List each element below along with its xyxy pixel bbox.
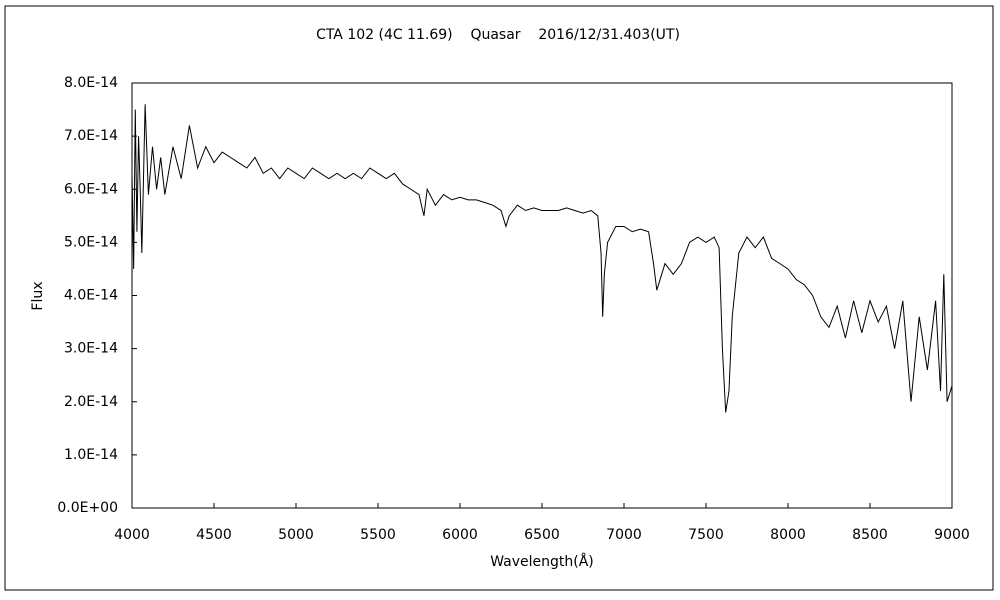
x-tick-label: 5500 <box>360 527 396 543</box>
x-tick-label: 8500 <box>852 527 888 543</box>
y-tick-label: 5.0E-14 <box>64 234 118 250</box>
x-tick-label: 8000 <box>770 527 806 543</box>
x-tick-label: 9000 <box>934 527 970 543</box>
y-tick-label: 2.0E-14 <box>64 394 118 410</box>
x-tick-label: 4500 <box>196 527 232 543</box>
y-axis-label: Flux <box>30 281 46 310</box>
x-tick-label: 6500 <box>524 527 560 543</box>
y-tick-label: 7.0E-14 <box>64 128 118 144</box>
x-tick-label: 4000 <box>114 527 150 543</box>
x-tick-label: 7500 <box>688 527 724 543</box>
y-tick-label: 3.0E-14 <box>64 341 118 357</box>
y-tick-label: 6.0E-14 <box>64 181 118 197</box>
y-tick-label: 4.0E-14 <box>64 288 118 304</box>
x-tick-label: 7000 <box>606 527 642 543</box>
plot-area <box>131 82 953 509</box>
spectrum-line <box>131 104 953 413</box>
x-axis-label: Wavelength(Å) <box>490 553 594 570</box>
x-tick-label: 5000 <box>278 527 314 543</box>
chart-title: CTA 102 (4C 11.69) Quasar 2016/12/31.403… <box>316 27 680 43</box>
x-tick-label: 6000 <box>442 527 478 543</box>
frame <box>4 5 994 591</box>
y-tick-label: 0.0E+00 <box>57 500 118 516</box>
y-tick-label: 8.0E-14 <box>64 75 118 91</box>
y-tick-label: 1.0E-14 <box>64 447 118 463</box>
